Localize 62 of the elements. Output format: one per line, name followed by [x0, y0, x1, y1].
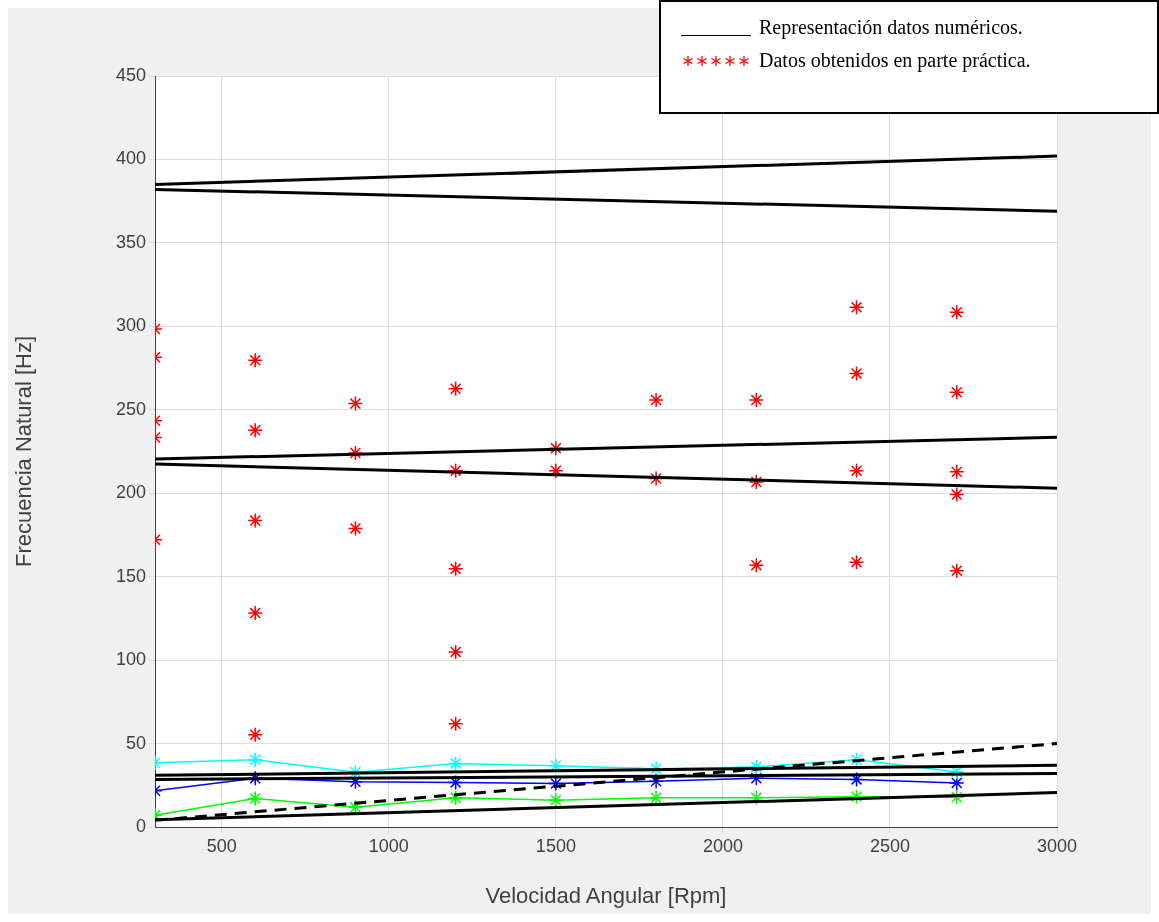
- legend-label: Datos obtenidos en parte práctica.: [759, 49, 1031, 72]
- point: [247, 422, 263, 439]
- point: [949, 486, 965, 503]
- point: [347, 395, 364, 412]
- point: [548, 462, 564, 479]
- point: [447, 462, 464, 479]
- point: [648, 392, 664, 408]
- point: [347, 520, 364, 537]
- x-tick-label: 2500: [869, 835, 910, 856]
- point: [748, 790, 765, 806]
- x-axis-title: Velocidad Angular [Rpm]: [485, 882, 727, 908]
- y-tick-label: 300: [115, 315, 146, 336]
- x-tick-label: 1000: [368, 835, 409, 856]
- point: [949, 775, 965, 791]
- point: [447, 381, 464, 397]
- x-tick-label: 500: [206, 835, 237, 856]
- y-tick-label: 150: [115, 565, 146, 586]
- point: [247, 352, 263, 368]
- y-tick-label: 350: [115, 231, 146, 252]
- point: [347, 445, 364, 461]
- point: [648, 761, 664, 777]
- x-tick-label: 2000: [702, 835, 743, 856]
- point: [848, 771, 865, 788]
- point: [447, 561, 464, 577]
- point: [247, 605, 263, 621]
- point: [949, 789, 965, 806]
- y-tick-label: 100: [115, 649, 146, 670]
- point: [748, 557, 765, 573]
- legend-label: Representación datos numéricos.: [759, 16, 1023, 39]
- point: [949, 304, 965, 320]
- point: [247, 751, 263, 768]
- point: [548, 792, 564, 808]
- point: [848, 365, 865, 382]
- point: [748, 474, 765, 490]
- point: [447, 774, 464, 791]
- point: [447, 790, 464, 806]
- point: [447, 716, 464, 732]
- point: [848, 554, 865, 570]
- x-tick-label: 1500: [535, 835, 576, 856]
- point: [949, 384, 965, 400]
- point: [247, 512, 263, 529]
- point: [247, 726, 263, 743]
- point: [748, 392, 765, 408]
- point: [848, 462, 865, 479]
- point: [848, 299, 865, 316]
- y-tick-label: 200: [115, 482, 146, 503]
- y-tick-label: 450: [115, 64, 146, 85]
- y-tick-label: 0: [135, 815, 146, 836]
- point: [247, 790, 263, 807]
- point: [548, 758, 564, 774]
- x-tick-label: 3000: [1036, 835, 1078, 856]
- point: [648, 470, 664, 487]
- y-axis-title: Frecuencia Natural [Hz]: [11, 335, 37, 568]
- y-tick-label: 400: [115, 148, 146, 169]
- point: [949, 464, 965, 480]
- point: [447, 644, 464, 660]
- y-tick-label: 50: [125, 732, 146, 753]
- point: [949, 562, 965, 579]
- point: [748, 770, 765, 787]
- y-tick-label: 250: [115, 398, 146, 419]
- point: [548, 440, 564, 456]
- point: [447, 755, 464, 772]
